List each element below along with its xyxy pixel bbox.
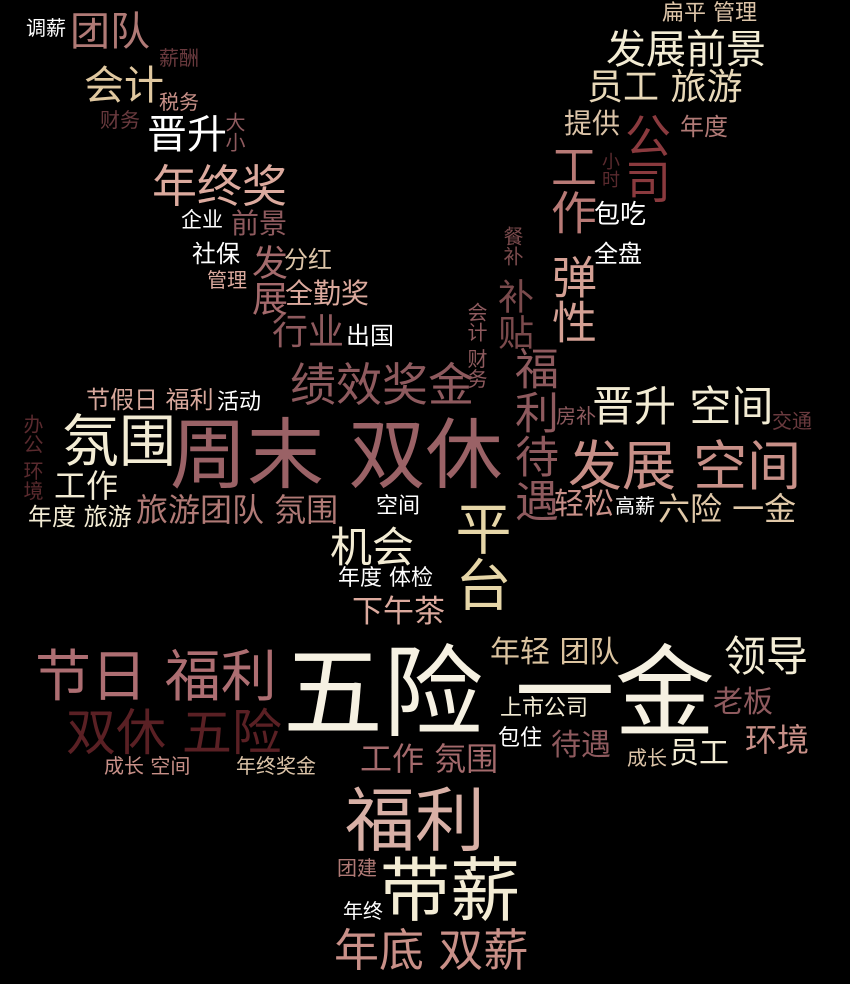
cloud-word-daiyu: 待遇 — [551, 728, 611, 763]
cloud-word-jihui: 机会 — [330, 523, 415, 572]
cloud-word-shangshi-gongsi: 上市公司 — [500, 696, 589, 721]
cloud-word-xinchou: 薪酬 — [159, 46, 199, 70]
cloud-word-qingsong: 轻松 — [554, 487, 614, 522]
cloud-word-lvyou-tuandui-fenwei: 旅游团队 氛围 — [136, 491, 339, 529]
cloud-word-canbu: 餐补 — [500, 226, 524, 266]
cloud-word-nianzhong-jiangjin: 年终奖金 — [236, 754, 316, 778]
cloud-word-tiaoxin: 调薪 — [26, 16, 66, 40]
cloud-word-jieri-fuli: 节日 福利 — [35, 645, 277, 710]
cloud-word-qianjing: 前景 — [231, 207, 288, 240]
cloud-word-caiwu: 财务 — [100, 108, 140, 132]
cloud-word-huodong: 活动 — [217, 390, 262, 415]
cloud-word-pingtai: 平台 — [446, 500, 511, 612]
cloud-word-wuxian-yijin: 五险 一金 — [283, 635, 715, 752]
cloud-word-baochi: 包吃 — [594, 200, 647, 230]
cloud-word-nianzhongjiang: 年终奖 — [152, 160, 288, 213]
cloud-word-fazhan-vertical: 发展 — [246, 244, 287, 316]
cloud-word-xiawucha: 下午茶 — [352, 594, 445, 630]
cloud-word-kuaiji-caiwu: 会计 财务 — [464, 302, 488, 389]
cloud-word-fangbu: 房补 — [556, 404, 596, 428]
cloud-word-niandu: 年度 — [680, 113, 728, 141]
cloud-word-jinsheng-kongjian: 晋升 空间 — [592, 382, 774, 431]
cloud-word-guanli: 管理 — [207, 268, 247, 292]
cloud-word-bianping-guanli: 扁平 管理 — [662, 1, 757, 26]
cloud-word-yuangong-lvyou: 员工 旅游 — [587, 67, 743, 108]
cloud-word-tigong: 提供 — [564, 107, 621, 140]
cloud-word-fenwei: 氛围 — [62, 409, 176, 475]
cloud-word-gongzuo-fenwei: 工作 氛围 — [360, 740, 499, 778]
cloud-word-shuangxiu-wuxian: 双休 五险 — [66, 704, 282, 762]
cloud-word-nianzhong: 年终 — [343, 899, 383, 923]
cloud-word-quanpan: 全盘 — [594, 240, 642, 268]
cloud-word-gaoxin: 高薪 — [615, 494, 655, 518]
cloud-word-jiaotong: 交通 — [772, 409, 812, 433]
cloud-word-niandu-tijian: 年度 体检 — [338, 566, 433, 591]
cloud-word-laoban: 老板 — [713, 685, 773, 720]
cloud-word-bangong-huanjing: 办公 环境 — [20, 414, 44, 501]
cloud-word-chengzhang-kongjian: 成长 空间 — [104, 754, 191, 778]
cloud-word-niandu-lvyou: 年度 旅游 — [28, 503, 132, 531]
cloud-word-fazhan-kongjian: 发展 空间 — [568, 435, 802, 498]
cloud-word-yuangong: 员工 — [669, 736, 729, 771]
cloud-word-fenhong: 分红 — [284, 246, 332, 274]
cloud-word-baozhu: 包住 — [498, 726, 543, 751]
cloud-word-gongzuo: 工作 — [544, 143, 598, 235]
cloud-word-chengzhang: 成长 — [627, 746, 667, 770]
cloud-word-chuguo: 出国 — [346, 322, 394, 350]
cloud-word-jixiao-jiangjin: 绩效奖金 — [290, 358, 474, 412]
cloud-word-butie: 补贴 — [492, 278, 533, 350]
cloud-word-huanjing: 环境 — [745, 721, 810, 759]
cloud-word-jinsheng: 晋升 — [147, 112, 227, 158]
cloud-word-gongsi: 公司 — [618, 112, 672, 204]
cloud-word-xiaoshi: 小时 — [599, 152, 620, 188]
cloud-word-daixin: 带薪 — [380, 850, 520, 932]
cloud-word-zhoumo-shuangxiu: 周末 双休 — [170, 412, 503, 501]
cloud-word-tuanjian: 团建 — [337, 856, 377, 880]
cloud-word-kongjian: 空间 — [376, 494, 421, 519]
cloud-word-quanqinjiang: 全勤奖 — [285, 277, 370, 310]
cloud-word-qiye: 企业 — [181, 208, 223, 232]
cloud-word-gongzuo-left: 工作 — [54, 467, 119, 505]
cloud-word-daxiao: 大小 — [222, 112, 246, 152]
cloud-word-nianqing-tuandui: 年轻 团队 — [490, 635, 620, 670]
cloud-word-jiejiari-fuli: 节假日 福利 — [86, 386, 214, 414]
cloud-word-tuandui: 团队 — [70, 9, 150, 55]
cloud-word-tanxing: 弹性 — [544, 254, 597, 344]
cloud-word-shuiwu: 税务 — [159, 90, 199, 114]
cloud-word-hangye: 行业 — [272, 312, 345, 353]
cloud-word-kuaiji: 会计 — [84, 63, 164, 109]
cloud-word-fuli: 福利 — [345, 780, 485, 862]
cloud-word-fuli-daiyu: 福利待遇 — [507, 346, 558, 522]
cloud-word-niandi-shuangxin: 年底 双薪 — [334, 924, 529, 977]
cloud-word-shebao: 社保 — [192, 240, 240, 268]
cloud-word-lingdao: 领导 — [724, 632, 809, 681]
cloud-word-liuxian-yijin: 六险 一金 — [658, 490, 797, 528]
cloud-word-fazhan-qianjing: 发展前景 — [606, 27, 766, 73]
